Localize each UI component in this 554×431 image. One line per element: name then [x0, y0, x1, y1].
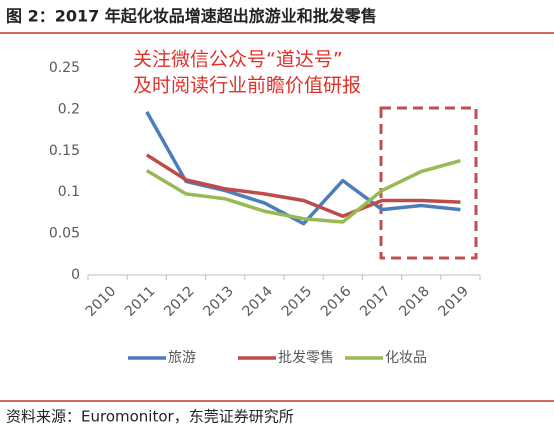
- source: 资料来源：Euromonitor，东莞证券研究所: [6, 408, 294, 426]
- y-tick-label: 0.05: [49, 226, 80, 242]
- series-line: [145, 159, 461, 224]
- legend-label: 旅游: [168, 350, 196, 366]
- x-tick-label: 2012: [161, 283, 198, 320]
- y-tick-label: 0.2: [58, 101, 80, 117]
- series-line: [145, 111, 461, 226]
- y-tick-label: 0: [71, 267, 80, 283]
- y-tick-label: 0.1: [58, 184, 80, 200]
- highlight-box: [379, 106, 478, 260]
- y-tick-label: 0.15: [49, 143, 80, 159]
- x-tick-label: 2014: [240, 283, 277, 320]
- watermark: 关注微信公众号“道达号”: [133, 49, 343, 71]
- series-line: [145, 153, 461, 218]
- x-tick-label: 2011: [122, 283, 159, 320]
- x-tick-label: 2017: [357, 283, 394, 320]
- x-tick-label: 2018: [396, 283, 433, 320]
- watermark: 及时阅读行业前瞻价值研报: [133, 75, 361, 97]
- chart-title: 图 2：2017 年起化妆品增速超出旅游业和批发零售: [6, 7, 377, 26]
- y-tick-label: 0.25: [49, 60, 80, 76]
- legend-label: 化妆品: [385, 350, 427, 366]
- legend-label: 批发零售: [278, 350, 334, 366]
- x-tick-label: 2015: [279, 283, 316, 320]
- x-tick-label: 2016: [318, 283, 355, 320]
- x-tick-label: 2019: [436, 283, 473, 320]
- x-tick-label: 2010: [83, 283, 120, 320]
- x-tick-label: 2013: [200, 283, 237, 320]
